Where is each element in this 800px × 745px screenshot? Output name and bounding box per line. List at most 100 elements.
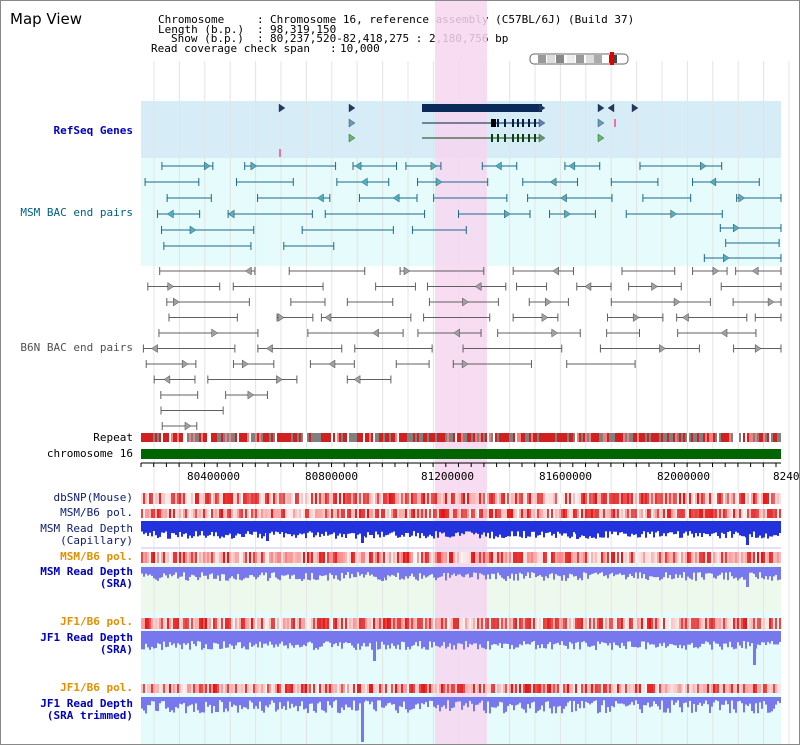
repeat-mark — [755, 433, 757, 442]
track-label-b6n-bac[interactable]: B6N BAC end pairs — [20, 341, 133, 354]
jf1-sra-depth — [599, 631, 601, 644]
msm-pol2-heat — [703, 552, 705, 563]
track-label-msm-bac[interactable]: MSM BAC end pairs — [20, 206, 133, 219]
repeat-mark — [479, 433, 481, 442]
msm-capillary-depth — [583, 521, 585, 537]
repeat-mark — [379, 433, 381, 442]
jf1-pol-heat — [211, 618, 213, 629]
repeat-mark — [351, 433, 353, 442]
msm-pol2-heat — [601, 552, 603, 563]
jf1-pol-heat — [725, 618, 727, 629]
dbsnp-heat — [773, 493, 775, 504]
msm-pol-heat — [469, 509, 471, 518]
jf1-pol2-heat — [497, 684, 499, 693]
jf1-pol2-heat — [751, 684, 753, 693]
jf1-pol-heat — [189, 618, 191, 629]
dbsnp-heat — [151, 493, 153, 504]
repeat-mark — [775, 433, 777, 442]
msm-pol2-heat — [679, 552, 681, 563]
msm-capillary-depth — [215, 521, 217, 533]
msm-sra-depth — [369, 567, 371, 576]
jf1-trimmed-depth — [521, 697, 523, 709]
jf1-pol2-heat — [619, 684, 621, 693]
msm-capillary-depth — [657, 521, 659, 532]
msm-pol-heat — [627, 509, 629, 518]
jf1-trimmed-depth — [779, 697, 781, 704]
msm-sra-depth — [281, 567, 283, 576]
jf1-sra-depth — [389, 631, 391, 649]
jf1-trimmed-depth — [277, 697, 279, 710]
repeat-mark — [637, 433, 639, 442]
repeat-mark — [747, 433, 749, 442]
repeat-mark — [501, 433, 503, 442]
jf1-pol-heat — [663, 618, 665, 629]
jf1-pol-heat — [233, 618, 235, 629]
repeat-mark — [263, 433, 265, 442]
jf1-pol-heat — [757, 618, 759, 629]
repeat-mark — [309, 433, 311, 442]
jf1-pol-heat — [331, 618, 333, 629]
jf1-sra-depth — [639, 631, 641, 648]
dbsnp-heat — [593, 493, 595, 504]
msm-pol-heat — [489, 509, 491, 518]
jf1-pol2-heat — [217, 684, 219, 693]
dbsnp-heat — [549, 493, 551, 504]
msm-sra-depth — [319, 567, 321, 576]
msm-pol2-heat — [391, 552, 393, 563]
jf1-pol2-heat — [311, 684, 313, 693]
jf1-pol-heat — [221, 618, 223, 629]
jf1-trimmed-depth — [415, 697, 417, 705]
msm-sra-depth — [215, 567, 217, 579]
jf1-trimmed-depth — [541, 697, 543, 706]
repeat-mark — [649, 433, 651, 442]
msm-pol2-heat — [375, 552, 377, 563]
msm-sra-depth — [647, 567, 649, 581]
track-label-refseq[interactable]: RefSeq Genes — [53, 124, 133, 137]
msm-pol2-heat — [593, 552, 595, 563]
jf1-trimmed-depth — [233, 697, 235, 705]
msm-pol-heat — [677, 509, 679, 518]
jf1-sra-depth — [617, 631, 619, 646]
jf1-pol2-heat — [449, 684, 451, 693]
jf1-pol-heat — [509, 618, 511, 629]
jf1-trimmed-depth — [685, 697, 687, 703]
msm-sra-depth — [725, 567, 727, 573]
msm-sra-depth — [619, 567, 621, 574]
msm-capillary-depth — [555, 521, 557, 538]
jf1-trimmed-depth — [579, 697, 581, 709]
jf1-pol-heat — [387, 618, 389, 629]
msm-pol2-heat — [281, 552, 283, 563]
msm-sra-depth — [589, 567, 591, 576]
jf1-pol-heat — [431, 618, 433, 629]
msm-capillary-depth — [777, 521, 779, 536]
bac-end-arrow — [403, 266, 411, 276]
dbsnp-heat — [193, 493, 195, 504]
dbsnp-heat — [291, 493, 293, 504]
gene-arrow — [348, 133, 356, 143]
ideogram-band — [586, 55, 594, 63]
repeat-mark — [753, 433, 755, 442]
jf1-trimmed-depth — [723, 697, 725, 705]
msm-pol-heat — [297, 509, 299, 518]
jf1-sra-depth — [703, 631, 705, 644]
msm-pol-heat — [651, 509, 653, 518]
jf1-pol-heat — [569, 618, 571, 629]
msm-sra-depth — [185, 567, 187, 581]
dbsnp-heat — [197, 493, 199, 504]
dbsnp-heat — [411, 493, 413, 504]
jf1-pol2-heat — [577, 684, 579, 693]
jf1-pol-heat — [559, 618, 561, 629]
msm-capillary-depth — [383, 521, 385, 537]
jf1-sra-depth — [623, 631, 625, 646]
msm-capillary-depth — [329, 521, 331, 535]
msm-pol2-heat — [401, 552, 403, 563]
dbsnp-heat — [283, 493, 285, 504]
msm-sra-depth — [261, 567, 263, 573]
jf1-pol-heat — [459, 618, 461, 629]
msm-pol2-heat — [293, 552, 295, 563]
length-value: 98,319,150 — [270, 23, 337, 36]
dbsnp-heat — [665, 493, 667, 504]
jf1-pol-heat — [249, 618, 251, 629]
jf1-pol-heat — [723, 618, 725, 629]
